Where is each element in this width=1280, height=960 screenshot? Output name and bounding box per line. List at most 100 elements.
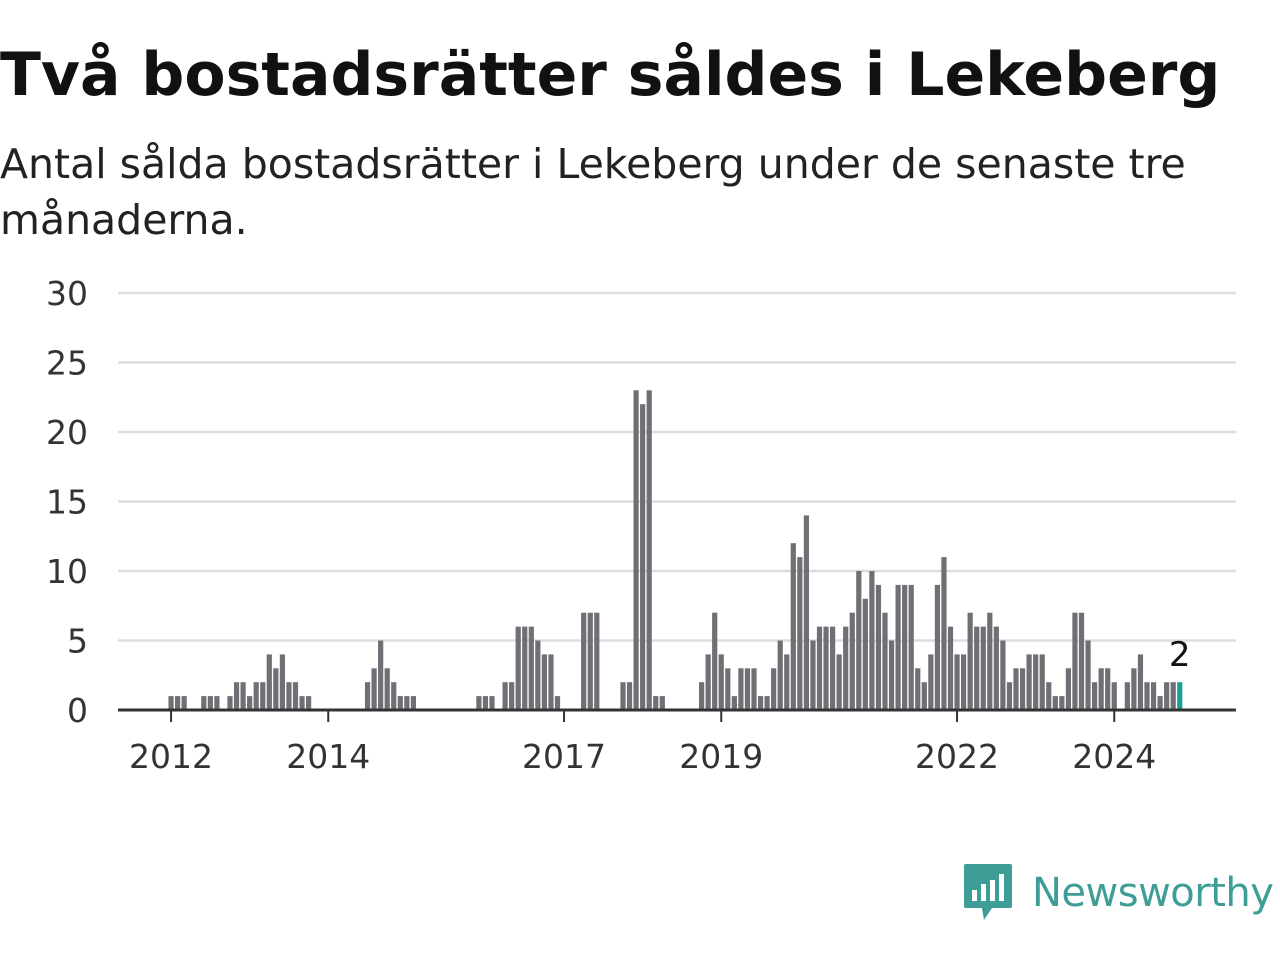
bar <box>718 654 724 710</box>
bar <box>875 584 882 710</box>
bar <box>554 696 561 710</box>
bar <box>967 612 973 710</box>
bar <box>1157 696 1163 710</box>
bar <box>1006 682 1013 710</box>
bars <box>168 390 1183 710</box>
bar <box>928 654 934 710</box>
x-tick-label: 2022 <box>915 737 999 776</box>
bar <box>535 640 541 710</box>
bar <box>168 696 174 710</box>
bar <box>515 626 521 710</box>
bar <box>882 612 888 710</box>
annotations: 2 <box>1169 635 1191 675</box>
bar <box>410 696 416 710</box>
bar <box>764 696 770 710</box>
bar <box>502 682 508 710</box>
bar <box>751 668 757 710</box>
bar <box>705 654 711 710</box>
bar <box>784 654 790 710</box>
bar <box>384 668 390 710</box>
bar <box>725 668 731 710</box>
bar <box>849 612 855 710</box>
bar <box>744 668 751 710</box>
bar <box>247 696 253 710</box>
bar <box>240 682 246 710</box>
bar <box>286 682 292 710</box>
x-tick-label: 2024 <box>1072 737 1156 776</box>
bar <box>266 654 272 710</box>
bar <box>181 696 187 710</box>
y-tick-label: 5 <box>67 622 88 661</box>
bar <box>987 612 993 710</box>
bar <box>1046 682 1052 710</box>
bar <box>1131 668 1137 710</box>
bar <box>659 696 665 710</box>
bar <box>299 696 305 710</box>
bar <box>836 654 842 710</box>
bar <box>587 612 593 710</box>
bar <box>1072 612 1078 710</box>
y-tick-label: 20 <box>46 413 88 452</box>
bar <box>489 696 495 710</box>
bar <box>1111 682 1117 710</box>
x-tick-label: 2017 <box>522 737 606 776</box>
x-axis-ticks: 2012 2014 2017 2019 2022 2024 <box>129 710 1156 776</box>
bar <box>391 682 397 710</box>
grid-lines: 0 5 10 15 20 25 30 <box>46 274 1236 730</box>
bar <box>371 668 377 710</box>
bar <box>869 571 875 710</box>
bar <box>640 404 646 710</box>
newsworthy-logo[interactable]: Newsworthy <box>962 862 1274 924</box>
chart-title: Två bostadsrätter såldes i Lekeberg <box>0 40 1221 110</box>
bar <box>843 626 849 710</box>
y-tick-label: 25 <box>46 344 88 383</box>
bar <box>397 696 403 710</box>
bar <box>594 612 600 710</box>
bar <box>777 640 783 710</box>
bar <box>207 696 213 710</box>
bar <box>731 696 737 710</box>
bar <box>757 696 764 710</box>
bar <box>712 612 718 710</box>
bar <box>1144 682 1150 710</box>
y-tick-label: 10 <box>46 552 88 591</box>
bar <box>1078 612 1085 710</box>
x-tick-label: 2014 <box>286 737 370 776</box>
bar <box>810 640 816 710</box>
bar <box>993 626 999 710</box>
bar <box>902 584 908 710</box>
bar <box>1000 640 1006 710</box>
bar <box>528 626 534 710</box>
bar <box>292 682 299 710</box>
bar <box>626 682 633 710</box>
bar <box>856 571 862 710</box>
bar <box>227 696 233 710</box>
bar <box>1150 682 1157 710</box>
bar <box>1059 696 1065 710</box>
bar <box>862 598 868 710</box>
bar <box>233 682 240 710</box>
bar <box>1170 682 1176 710</box>
bar <box>1164 682 1170 710</box>
bar <box>738 668 744 710</box>
bar <box>1039 654 1045 710</box>
bar <box>954 654 960 710</box>
bar <box>803 515 809 710</box>
bar <box>816 626 823 710</box>
bar <box>823 626 829 710</box>
bar <box>378 640 384 710</box>
bar <box>633 390 639 710</box>
bar <box>646 390 652 710</box>
bar-chart: 0 5 10 15 20 25 30 2012 2014 2017 2019 2022 2024 2 <box>46 274 1236 776</box>
bar <box>915 668 921 710</box>
bar <box>771 668 777 710</box>
bar <box>620 682 626 710</box>
bar <box>1065 668 1071 710</box>
bar <box>1026 654 1032 710</box>
bar <box>201 696 207 710</box>
bar <box>921 682 927 710</box>
bar <box>1019 668 1026 710</box>
bar <box>1013 668 1019 710</box>
bar <box>934 584 940 710</box>
bar <box>522 626 528 710</box>
